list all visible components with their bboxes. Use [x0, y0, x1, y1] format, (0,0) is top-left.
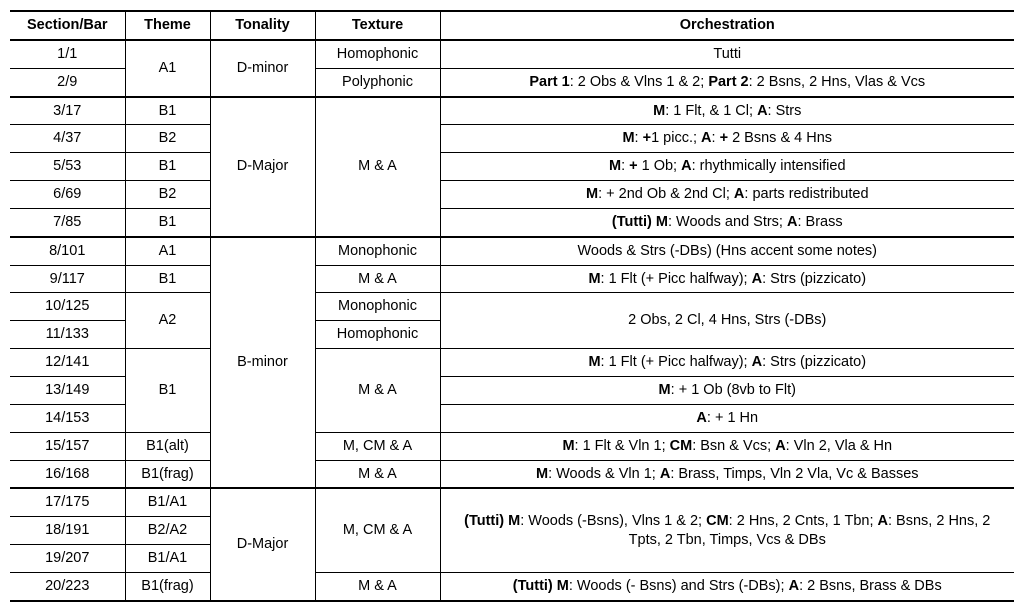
cell-orch: (Tutti) M: Woods and Strs; A: Brass [440, 208, 1014, 236]
cell-sb: 3/17 [10, 97, 125, 125]
cell-sb: 14/153 [10, 404, 125, 432]
col-orchestration: Orchestration [440, 11, 1014, 40]
music-analysis-table: Section/Bar Theme Tonality Texture Orche… [10, 10, 1014, 602]
table-row: 15/157 B1(alt) M, CM & A M: 1 Flt & Vln … [10, 432, 1014, 460]
cell-sb: 18/191 [10, 517, 125, 545]
cell-theme: B2 [125, 125, 210, 153]
col-theme: Theme [125, 11, 210, 40]
cell-theme: B1/A1 [125, 488, 210, 516]
cell-sb: 10/125 [10, 293, 125, 321]
cell-sb: 6/69 [10, 181, 125, 209]
cell-tex: Monophonic [315, 293, 440, 321]
cell-orch: M: +1 picc.; A: + 2 Bsns & 4 Hns [440, 125, 1014, 153]
cell-tex: M & A [315, 97, 440, 237]
cell-theme: B2/A2 [125, 517, 210, 545]
cell-theme: B1 [125, 349, 210, 433]
cell-theme: B1 [125, 153, 210, 181]
cell-tex: M, CM & A [315, 432, 440, 460]
cell-sb: 15/157 [10, 432, 125, 460]
cell-ton: D-Major [210, 97, 315, 237]
cell-orch: M: 1 Flt (+ Picc halfway); A: Strs (pizz… [440, 265, 1014, 293]
cell-ton: D-Major [210, 488, 315, 600]
cell-theme: A1 [125, 237, 210, 265]
table-row: 9/117 B1 M & A M: 1 Flt (+ Picc halfway)… [10, 265, 1014, 293]
cell-tex: M, CM & A [315, 488, 440, 572]
cell-orch: M: Woods & Vln 1; A: Brass, Timps, Vln 2… [440, 460, 1014, 488]
cell-orch: M: + 1 Ob (8vb to Flt) [440, 376, 1014, 404]
col-texture: Texture [315, 11, 440, 40]
cell-tex: M & A [315, 265, 440, 293]
cell-theme: B1(frag) [125, 572, 210, 600]
cell-sb: 4/37 [10, 125, 125, 153]
cell-theme: B1(alt) [125, 432, 210, 460]
cell-theme: B1/A1 [125, 545, 210, 573]
table-row: 12/141 B1 M & A M: 1 Flt (+ Picc halfway… [10, 349, 1014, 377]
cell-orch: Tutti [440, 40, 1014, 68]
cell-tex: M & A [315, 572, 440, 600]
table-row: 1/1 A1 D-minor Homophonic Tutti [10, 40, 1014, 68]
cell-tex: M & A [315, 460, 440, 488]
cell-theme: B1 [125, 265, 210, 293]
table-row: 4/37 B2 M: +1 picc.; A: + 2 Bsns & 4 Hns [10, 125, 1014, 153]
cell-tex: Polyphonic [315, 68, 440, 96]
cell-ton: B-minor [210, 237, 315, 489]
col-tonality: Tonality [210, 11, 315, 40]
cell-orch: M: + 2nd Ob & 2nd Cl; A: parts redistrib… [440, 181, 1014, 209]
table-row: 17/175 B1/A1 D-Major M, CM & A (Tutti) M… [10, 488, 1014, 516]
cell-theme: B2 [125, 181, 210, 209]
cell-sb: 5/53 [10, 153, 125, 181]
cell-sb: 16/168 [10, 460, 125, 488]
col-section-bar: Section/Bar [10, 11, 125, 40]
cell-sb: 2/9 [10, 68, 125, 96]
cell-sb: 17/175 [10, 488, 125, 516]
table-row: 20/223 B1(frag) M & A (Tutti) M: Woods (… [10, 572, 1014, 600]
cell-tex: M & A [315, 349, 440, 433]
cell-tex: Homophonic [315, 321, 440, 349]
cell-orch: Woods & Strs (-DBs) (Hns accent some not… [440, 237, 1014, 265]
header-row: Section/Bar Theme Tonality Texture Orche… [10, 11, 1014, 40]
cell-theme: B1(frag) [125, 460, 210, 488]
table-row: 7/85 B1 (Tutti) M: Woods and Strs; A: Br… [10, 208, 1014, 236]
cell-theme: A1 [125, 40, 210, 97]
cell-orch: M: 1 Flt, & 1 Cl; A: Strs [440, 97, 1014, 125]
table-row: 3/17 B1 D-Major M & A M: 1 Flt, & 1 Cl; … [10, 97, 1014, 125]
cell-orch: M: 1 Flt & Vln 1; CM: Bsn & Vcs; A: Vln … [440, 432, 1014, 460]
cell-sb: 9/117 [10, 265, 125, 293]
cell-orch: (Tutti) M: Woods (-Bsns), Vlns 1 & 2; CM… [440, 488, 1014, 572]
cell-orch: A: + 1 Hn [440, 404, 1014, 432]
cell-sb: 19/207 [10, 545, 125, 573]
cell-sb: 12/141 [10, 349, 125, 377]
cell-sb: 7/85 [10, 208, 125, 236]
cell-theme: A2 [125, 293, 210, 349]
cell-tex: Monophonic [315, 237, 440, 265]
cell-sb: 8/101 [10, 237, 125, 265]
table-row: 6/69 B2 M: + 2nd Ob & 2nd Cl; A: parts r… [10, 181, 1014, 209]
cell-theme: B1 [125, 97, 210, 125]
cell-sb: 13/149 [10, 376, 125, 404]
cell-ton: D-minor [210, 40, 315, 97]
cell-tex: Homophonic [315, 40, 440, 68]
table-row: 5/53 B1 M: + 1 Ob; A: rhythmically inten… [10, 153, 1014, 181]
cell-orch: M: + 1 Ob; A: rhythmically intensified [440, 153, 1014, 181]
cell-orch: 2 Obs, 2 Cl, 4 Hns, Strs (-DBs) [440, 293, 1014, 349]
table-row: 10/125 A2 Monophonic 2 Obs, 2 Cl, 4 Hns,… [10, 293, 1014, 321]
cell-orch: Part 1: 2 Obs & Vlns 1 & 2; Part 2: 2 Bs… [440, 68, 1014, 96]
cell-orch: (Tutti) M: Woods (- Bsns) and Strs (-DBs… [440, 572, 1014, 600]
cell-theme: B1 [125, 208, 210, 236]
cell-sb: 1/1 [10, 40, 125, 68]
table-row: 8/101 A1 B-minor Monophonic Woods & Strs… [10, 237, 1014, 265]
cell-orch: M: 1 Flt (+ Picc halfway); A: Strs (pizz… [440, 349, 1014, 377]
cell-sb: 20/223 [10, 572, 125, 600]
cell-sb: 11/133 [10, 321, 125, 349]
table-row: 16/168 B1(frag) M & A M: Woods & Vln 1; … [10, 460, 1014, 488]
